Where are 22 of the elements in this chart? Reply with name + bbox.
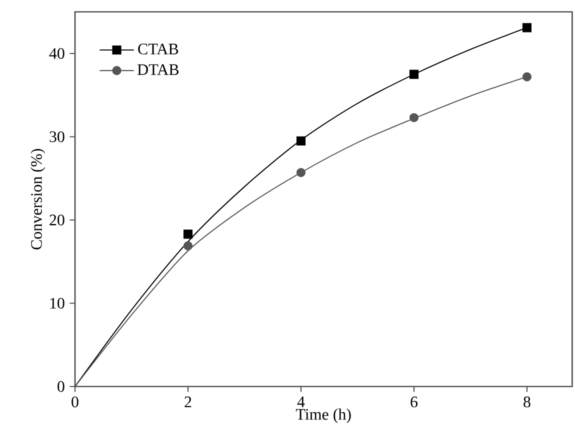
point	[296, 168, 306, 178]
legend-label: CTAB	[138, 44, 178, 54]
point	[409, 113, 419, 122]
legend-label: DTAB	[137, 64, 179, 75]
point	[409, 70, 419, 79]
point	[296, 136, 306, 146]
y-axis-title: Conversion (%)	[30, 149, 46, 250]
y-tick-label: 10	[50, 298, 64, 309]
y-tick-label: 0	[58, 381, 64, 392]
point	[522, 23, 532, 32]
x-tick-label: 8	[524, 396, 530, 408]
x-axis-title: Time (h)	[296, 408, 351, 424]
x-tick-label: 6	[410, 396, 418, 408]
x-tick-label: 2	[184, 396, 192, 408]
x-tick-label: 4	[297, 396, 305, 408]
point	[183, 241, 193, 250]
point	[183, 230, 193, 239]
y-tick-label: 30	[50, 131, 64, 142]
y-tick-label: 40	[49, 48, 64, 59]
x-tick-label: 0	[72, 396, 78, 408]
point	[522, 72, 532, 82]
y-tick-label: 20	[50, 214, 64, 226]
